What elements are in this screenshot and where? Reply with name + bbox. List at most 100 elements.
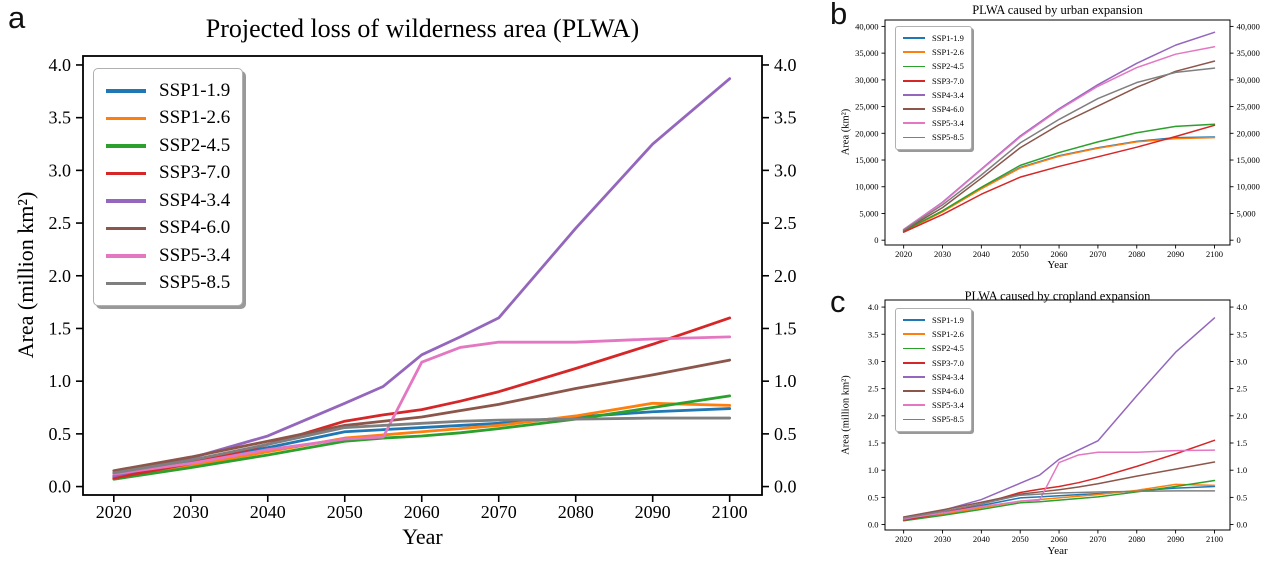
series-line-SSP4-3.4 xyxy=(112,77,732,478)
series-line-SSP1-2.6 xyxy=(112,401,732,480)
x-tick-label: 2100 xyxy=(1206,534,1223,544)
y-tick-label-right: 10,000 xyxy=(1237,182,1260,192)
y-tick-label-right: 0.5 xyxy=(1237,492,1248,502)
plot-frame xyxy=(884,299,1231,531)
series-line-SSP5-3.4 xyxy=(112,335,732,476)
y-tick-label-right: 5,000 xyxy=(1237,208,1256,218)
panel-b-letter: b xyxy=(830,0,848,31)
legend-line-swatch xyxy=(903,108,925,110)
legend-line-swatch xyxy=(903,136,925,139)
chart-b-plot: 2020 2030 2040 2050 2060 2070 2080 2090 2100 0 0 5,… xyxy=(855,19,1260,259)
y-tick-label-left: 2.5 xyxy=(49,213,72,233)
series-line-SSP4-3.4 xyxy=(902,317,1216,521)
x-tick-label: 2090 xyxy=(1167,534,1184,544)
y-tick-label-left: 3.5 xyxy=(868,329,879,339)
y-tick-label-right: 40,000 xyxy=(1237,21,1260,31)
y-tick-label-right: 35,000 xyxy=(1237,48,1260,58)
x-tick-label: 2020 xyxy=(895,534,912,544)
y-tick-label-left: 4.0 xyxy=(49,55,72,75)
legend-item-SSP1-1.9: SSP1-1.9 xyxy=(106,77,230,105)
chart-c-x-axis-label: Year xyxy=(1047,545,1068,557)
legend-line-swatch xyxy=(106,171,146,175)
legend-item-SSP5-3.4: SSP5-3.4 xyxy=(106,242,230,270)
y-tick-label-right: 1.0 xyxy=(774,371,797,391)
y-tick-label-right: 1.5 xyxy=(774,318,797,338)
y-tick-label-left: 1.5 xyxy=(49,318,72,338)
legend-line-swatch xyxy=(903,65,925,68)
legend-label: SSP5-3.4 xyxy=(932,400,964,411)
y-tick-label-left: 20,000 xyxy=(855,128,878,138)
y-tick-label-left: 2.0 xyxy=(868,411,879,421)
y-tick-label-left: 4.0 xyxy=(868,302,879,312)
x-tick-label: 2030 xyxy=(934,534,951,544)
x-tick-label: 2030 xyxy=(934,249,951,259)
y-tick-label-right: 4.0 xyxy=(774,55,797,75)
legend-label: SSP4-3.4 xyxy=(932,371,964,382)
x-tick-label: 2100 xyxy=(712,502,748,522)
x-tick-label: 2080 xyxy=(558,502,594,522)
x-tick-label: 2070 xyxy=(481,502,517,522)
panel-a: a Projected loss of wilderness area (PLW… xyxy=(8,0,797,549)
x-tick-label: 2060 xyxy=(1051,249,1068,259)
y-tick-label-right: 30,000 xyxy=(1237,75,1260,85)
legend-line-swatch xyxy=(106,199,146,203)
y-tick-label-right: 0.0 xyxy=(774,477,797,497)
legend-label: SSP1-1.9 xyxy=(159,79,231,101)
y-tick-label-right: 0.0 xyxy=(1237,520,1248,530)
legend-line-swatch xyxy=(903,347,925,350)
legend-line-swatch xyxy=(106,89,146,93)
chart-b-legend: SSP1-1.9 SSP1-2.6 SSP2-4.5 SSP3-7.0 SSP4-3.4… xyxy=(895,26,972,150)
y-tick-label-left: 2.5 xyxy=(868,384,879,394)
legend-label: SSP4-3.4 xyxy=(932,89,964,100)
legend-item-SSP5-8.5: SSP5-8.5 xyxy=(106,270,230,298)
legend-item-SSP1-1.9: SSP1-1.9 xyxy=(903,31,964,45)
x-tick-label: 2060 xyxy=(404,502,440,522)
y-tick-label-left: 1.5 xyxy=(868,438,879,448)
legend-label: SSP4-6.0 xyxy=(932,104,964,115)
x-tick-label: 2060 xyxy=(1051,534,1068,544)
legend-label: SSP1-2.6 xyxy=(159,107,231,129)
x-tick-label: 2040 xyxy=(973,534,990,544)
x-tick-label: 2050 xyxy=(1012,534,1029,544)
series-line-SSP1-1.9 xyxy=(902,136,1216,232)
legend-line-swatch xyxy=(106,254,146,258)
y-tick-label-left: 1.0 xyxy=(868,465,879,475)
legend-label: SSP1-1.9 xyxy=(932,33,964,44)
legend-item-SSP3-7.0: SSP3-7.0 xyxy=(903,356,964,370)
y-tick-label-left: 0.0 xyxy=(49,477,72,497)
y-tick-label-right: 0.5 xyxy=(774,424,797,444)
legend-label: SSP2-4.5 xyxy=(159,134,231,156)
legend-line-swatch xyxy=(903,122,925,125)
chart-a-plot: 2020 2030 2040 2050 2060 2070 2080 2090 2100 0.0 0… xyxy=(49,55,797,522)
y-tick-label-left: 3.0 xyxy=(868,356,879,366)
panel-a-letter: a xyxy=(8,0,26,35)
y-tick-label-left: 3.0 xyxy=(49,160,72,180)
y-tick-label-left: 35,000 xyxy=(855,48,878,58)
legend-item-SSP5-3.4: SSP5-3.4 xyxy=(903,398,964,412)
legend-item-SSP4-6.0: SSP4-6.0 xyxy=(903,384,964,398)
y-tick-label-right: 0 xyxy=(1237,235,1241,245)
y-tick-label-right: 15,000 xyxy=(1237,155,1260,165)
y-tick-label-right: 4.0 xyxy=(1237,302,1248,312)
legend-item-SSP4-3.4: SSP4-3.4 xyxy=(903,370,964,384)
x-tick-label: 2090 xyxy=(635,502,671,522)
x-tick-label: 2030 xyxy=(173,502,209,522)
panel-c-letter: c xyxy=(830,284,846,319)
legend-label: SSP5-8.5 xyxy=(159,272,231,294)
series-line-SSP2-4.5 xyxy=(902,479,1216,522)
x-tick-label: 2080 xyxy=(1128,534,1145,544)
y-tick-label-right: 3.5 xyxy=(774,108,797,128)
legend-line-swatch xyxy=(903,375,925,378)
legend-item-SSP1-1.9: SSP1-1.9 xyxy=(903,313,964,327)
legend-item-SSP2-4.5: SSP2-4.5 xyxy=(903,341,964,355)
legend-item-SSP3-7.0: SSP3-7.0 xyxy=(106,160,230,188)
y-tick-label-left: 0.5 xyxy=(868,492,879,502)
legend-item-SSP2-4.5: SSP2-4.5 xyxy=(903,59,964,73)
y-tick-label-right: 3.5 xyxy=(1237,329,1248,339)
legend-line-swatch xyxy=(106,116,146,120)
x-tick-label: 2090 xyxy=(1167,249,1184,259)
legend-label: SSP5-3.4 xyxy=(159,244,231,266)
y-tick-label-right: 2.0 xyxy=(774,266,797,286)
y-tick-label-right: 3.0 xyxy=(1237,356,1248,366)
